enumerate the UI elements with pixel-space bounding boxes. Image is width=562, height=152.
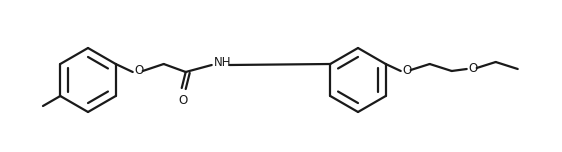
Text: O: O	[178, 94, 187, 107]
Text: O: O	[135, 64, 144, 78]
Text: O: O	[469, 62, 478, 74]
Text: O: O	[403, 64, 412, 76]
Text: NH: NH	[214, 57, 231, 69]
